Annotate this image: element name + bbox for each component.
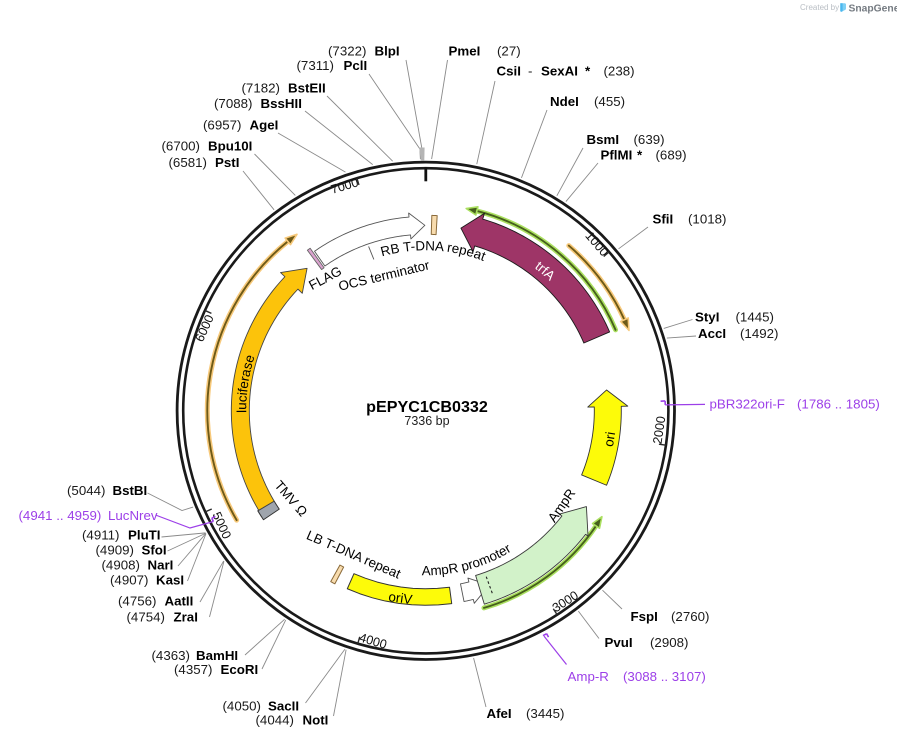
svg-text:SexAI: SexAI xyxy=(541,64,578,79)
svg-text:PflMI: PflMI xyxy=(601,148,633,163)
svg-text:BstEII: BstEII xyxy=(288,81,326,96)
svg-text:(689): (689) xyxy=(656,148,687,163)
svg-text:*: * xyxy=(585,64,591,79)
svg-text:CsiI: CsiI xyxy=(497,64,521,79)
svg-text:NarI: NarI xyxy=(148,558,174,573)
svg-text:BamHI: BamHI xyxy=(196,648,238,663)
svg-text:*: * xyxy=(637,148,643,163)
svg-text:AccI: AccI xyxy=(698,326,726,341)
svg-text:(5044): (5044) xyxy=(67,483,105,498)
svg-text:BlpI: BlpI xyxy=(375,44,400,59)
svg-text:(7088): (7088) xyxy=(214,96,252,111)
svg-text:ZraI: ZraI xyxy=(174,609,198,624)
svg-text:BstBI: BstBI xyxy=(113,483,148,498)
svg-text:NotI: NotI xyxy=(303,712,329,727)
svg-text:(1492): (1492) xyxy=(740,326,778,341)
svg-text:(6957): (6957) xyxy=(203,118,241,133)
svg-text:NdeI: NdeI xyxy=(550,94,579,109)
svg-text:(4044): (4044) xyxy=(256,712,294,727)
svg-text:Created by: Created by xyxy=(800,3,839,12)
svg-text:Amp-R: Amp-R xyxy=(568,669,609,684)
svg-text:SfoI: SfoI xyxy=(142,543,167,558)
svg-text:-: - xyxy=(528,64,532,79)
svg-text:(4357): (4357) xyxy=(174,662,212,677)
svg-text:SfiI: SfiI xyxy=(653,212,674,227)
svg-text:(3445): (3445) xyxy=(526,706,564,721)
svg-text:EcoRI: EcoRI xyxy=(221,662,259,677)
svg-text:Bpu10I: Bpu10I xyxy=(208,138,252,153)
svg-text:BsmI: BsmI xyxy=(587,132,620,147)
svg-text:(6700): (6700) xyxy=(162,138,200,153)
svg-text:(4908): (4908) xyxy=(102,558,140,573)
svg-text:(1018): (1018) xyxy=(688,212,726,227)
svg-text:ori: ori xyxy=(601,431,618,448)
svg-text:(4907): (4907) xyxy=(110,573,148,588)
svg-text:StyI: StyI xyxy=(695,310,719,325)
svg-text:AgeI: AgeI xyxy=(250,118,279,133)
svg-text:(455): (455) xyxy=(594,94,625,109)
svg-text:(2908): (2908) xyxy=(650,635,688,650)
svg-text:SnapGene: SnapGene xyxy=(849,4,897,15)
svg-text:(3088 .. 3107): (3088 .. 3107) xyxy=(623,669,706,684)
svg-text:(238): (238) xyxy=(604,64,635,79)
svg-text:(4756): (4756) xyxy=(118,594,156,609)
svg-text:(4050): (4050) xyxy=(223,699,261,714)
svg-text:PluTI: PluTI xyxy=(128,528,161,543)
svg-text:AatII: AatII xyxy=(165,594,194,609)
svg-text:pBR322ori-F: pBR322ori-F xyxy=(710,397,785,412)
svg-text:(7322): (7322) xyxy=(328,44,366,59)
svg-text:PstI: PstI xyxy=(215,155,239,170)
svg-text:LucNrev: LucNrev xyxy=(108,508,158,523)
svg-text:SacII: SacII xyxy=(268,699,299,714)
svg-text:(4911): (4911) xyxy=(82,528,119,543)
svg-text:(6581): (6581) xyxy=(169,155,207,170)
svg-text:(4754): (4754) xyxy=(127,609,165,624)
svg-text:(2760): (2760) xyxy=(671,609,709,624)
svg-text:(7311): (7311) xyxy=(297,58,334,73)
svg-text:KasI: KasI xyxy=(156,573,184,588)
svg-text:(639): (639) xyxy=(634,132,665,147)
svg-text:AfeI: AfeI xyxy=(487,706,512,721)
svg-text:(7182): (7182) xyxy=(242,81,280,96)
svg-text:FspI: FspI xyxy=(631,609,658,624)
svg-text:(1445): (1445) xyxy=(736,310,774,325)
svg-text:(27): (27) xyxy=(497,44,521,59)
svg-text:PvuI: PvuI xyxy=(605,635,633,650)
svg-text:BssHII: BssHII xyxy=(261,96,302,111)
svg-text:(4941 .. 4959): (4941 .. 4959) xyxy=(19,508,102,523)
svg-text:(4363): (4363) xyxy=(152,648,190,663)
svg-text:PmeI: PmeI xyxy=(449,44,481,59)
svg-text:PclI: PclI xyxy=(344,58,368,73)
svg-text:(4909): (4909) xyxy=(96,543,134,558)
svg-text:7336 bp: 7336 bp xyxy=(404,414,449,428)
svg-text:oriV: oriV xyxy=(388,589,414,607)
svg-text:(1786 .. 1805): (1786 .. 1805) xyxy=(797,397,880,412)
